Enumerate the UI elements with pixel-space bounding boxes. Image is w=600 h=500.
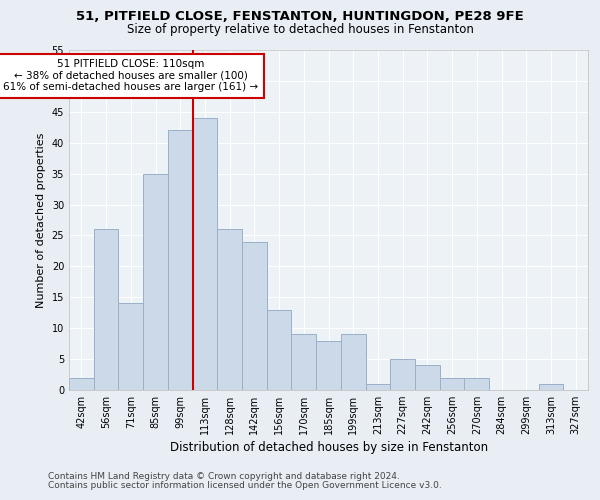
Bar xyxy=(94,230,118,390)
Y-axis label: Number of detached properties: Number of detached properties xyxy=(36,132,46,308)
Text: Size of property relative to detached houses in Fenstanton: Size of property relative to detached ho… xyxy=(127,22,473,36)
Bar xyxy=(539,384,563,390)
Bar xyxy=(217,230,242,390)
Bar xyxy=(365,384,390,390)
Bar xyxy=(464,378,489,390)
Bar xyxy=(143,174,168,390)
Text: Contains public sector information licensed under the Open Government Licence v3: Contains public sector information licen… xyxy=(48,481,442,490)
Bar xyxy=(390,359,415,390)
Text: 51, PITFIELD CLOSE, FENSTANTON, HUNTINGDON, PE28 9FE: 51, PITFIELD CLOSE, FENSTANTON, HUNTINGD… xyxy=(76,10,524,23)
Text: Contains HM Land Registry data © Crown copyright and database right 2024.: Contains HM Land Registry data © Crown c… xyxy=(48,472,400,481)
Bar xyxy=(193,118,217,390)
Bar xyxy=(267,310,292,390)
Bar xyxy=(292,334,316,390)
Text: 51 PITFIELD CLOSE: 110sqm
← 38% of detached houses are smaller (100)
61% of semi: 51 PITFIELD CLOSE: 110sqm ← 38% of detac… xyxy=(3,60,259,92)
Bar xyxy=(415,366,440,390)
Bar xyxy=(316,340,341,390)
Bar xyxy=(69,378,94,390)
Bar xyxy=(168,130,193,390)
Bar xyxy=(341,334,365,390)
Bar xyxy=(242,242,267,390)
Bar xyxy=(440,378,464,390)
Bar xyxy=(118,304,143,390)
Text: Distribution of detached houses by size in Fenstanton: Distribution of detached houses by size … xyxy=(170,441,488,454)
